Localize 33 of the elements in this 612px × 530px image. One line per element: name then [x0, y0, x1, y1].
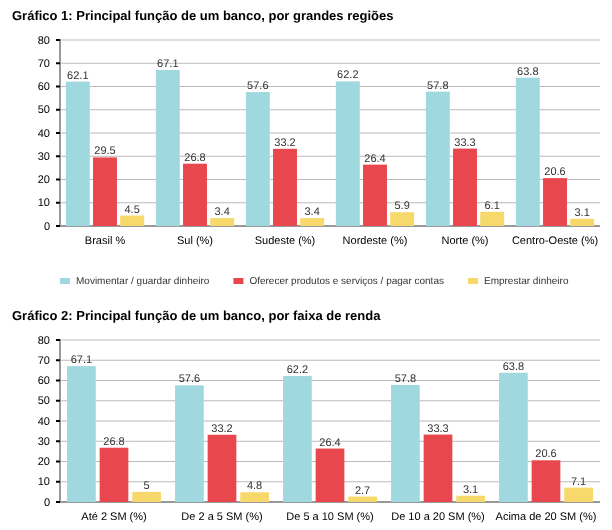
bar [283, 376, 312, 502]
bar [543, 178, 567, 226]
bar [175, 385, 204, 502]
bar [132, 491, 161, 502]
bar [425, 91, 450, 226]
bar [564, 487, 593, 502]
bar [155, 69, 180, 226]
bar [453, 148, 477, 226]
bar [183, 163, 207, 226]
bar [531, 460, 561, 502]
bar [335, 81, 360, 226]
bar [120, 215, 145, 226]
bar [67, 366, 96, 502]
bar [93, 157, 117, 226]
bar [515, 77, 540, 226]
bar [391, 384, 420, 502]
bar [240, 492, 269, 502]
bar [570, 218, 595, 226]
bar [480, 211, 505, 226]
bar [273, 148, 297, 226]
bar [363, 164, 387, 226]
bar [423, 434, 453, 502]
bar [65, 81, 90, 226]
bar [348, 496, 377, 502]
bar [499, 372, 528, 502]
bar [456, 495, 485, 502]
bar [315, 448, 345, 502]
bar [99, 447, 129, 502]
bar [207, 434, 237, 502]
bar [300, 218, 325, 226]
bar [210, 218, 235, 226]
bar [245, 92, 270, 226]
bar [390, 212, 415, 226]
